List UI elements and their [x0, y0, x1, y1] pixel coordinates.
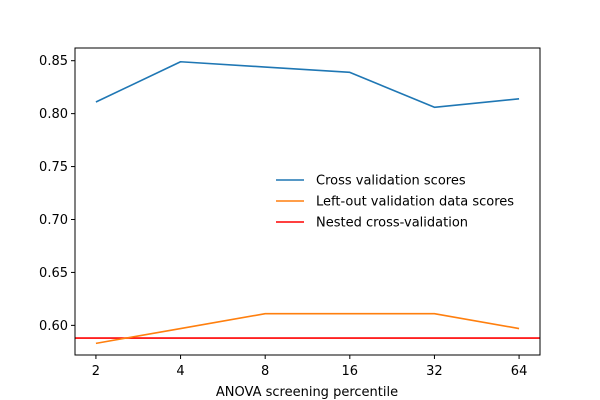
legend: Cross validation scores Left-out validati…: [276, 174, 514, 231]
legend-label: Nested cross-validation: [316, 216, 468, 231]
x-tick-label: 32: [426, 364, 443, 379]
series-lines: [75, 60, 540, 345]
x-tick-label: 16: [342, 364, 359, 379]
x-tick-label: 8: [261, 364, 269, 379]
legend-label: Left-out validation data scores: [316, 195, 514, 210]
y-tick-label: 0.80: [39, 107, 68, 122]
x-tick-label: 4: [176, 364, 184, 379]
y-tick-label: 0.60: [39, 319, 68, 334]
y-axis-ticks: 0.60 0.65 0.70 0.75 0.80 0.85: [39, 54, 75, 334]
series-line-1: [95, 312, 520, 345]
plot-area: [75, 48, 540, 355]
y-tick-label: 0.70: [39, 213, 68, 228]
y-tick-label: 0.75: [39, 160, 68, 175]
legend-label: Cross validation scores: [316, 174, 466, 189]
series-line-0: [95, 60, 520, 109]
y-tick-label: 0.65: [39, 266, 68, 281]
x-axis-label: ANOVA screening percentile: [216, 385, 398, 400]
x-tick-label: 2: [92, 364, 100, 379]
plot-frame: [74, 47, 541, 356]
x-tick-label: 64: [511, 364, 528, 379]
x-axis-ticks: 2 4 8 16 32 64: [92, 355, 528, 379]
y-tick-label: 0.85: [39, 54, 68, 69]
